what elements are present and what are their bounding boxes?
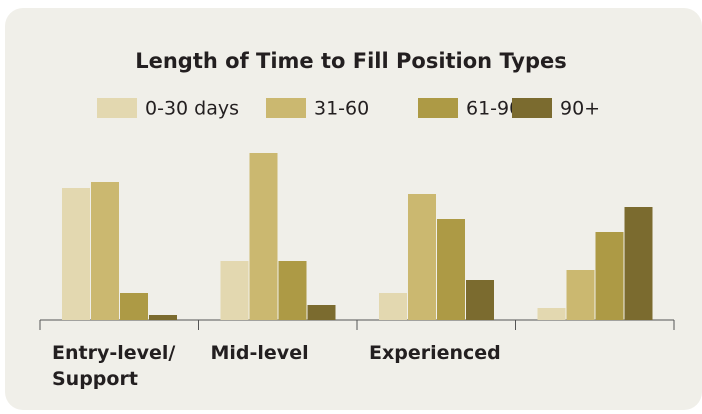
legend-label: 31-60 (314, 98, 369, 120)
bar (466, 280, 494, 320)
legend-swatch (266, 98, 306, 118)
legend-label: 0-30 days (145, 98, 239, 120)
legend-label: 61-90 (466, 98, 521, 120)
bar (91, 182, 119, 320)
x-tick-label: Experienced (369, 342, 501, 364)
legend-swatch (512, 98, 552, 118)
legend-swatch (97, 98, 137, 118)
bar (278, 261, 307, 320)
x-tick-label: Mid-level (210, 342, 309, 364)
bar (595, 232, 624, 320)
bar (566, 270, 595, 320)
bar (437, 219, 465, 320)
chart-title: Length of Time to Fill Position Types (135, 49, 567, 73)
legend-swatch (418, 98, 458, 118)
bar (537, 308, 566, 320)
bar (62, 188, 90, 320)
bar (624, 207, 653, 320)
x-tick-label: Entry-level/ Support (52, 342, 176, 390)
bar (120, 293, 148, 320)
bar (408, 194, 436, 320)
bar (149, 315, 177, 320)
bar (220, 261, 249, 320)
bar (307, 305, 336, 320)
bar (379, 293, 407, 320)
bar (249, 153, 278, 320)
legend-label: 90+ (560, 98, 600, 120)
